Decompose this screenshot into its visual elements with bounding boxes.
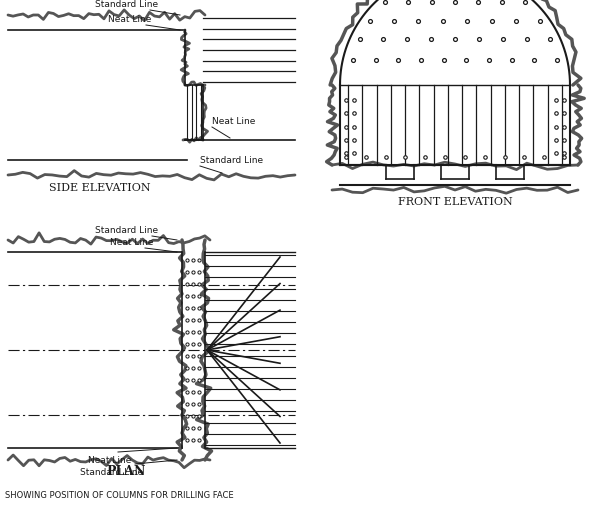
Text: Neat Line: Neat Line [108, 15, 151, 24]
Text: Standard Line: Standard Line [95, 0, 158, 9]
Text: Standard Line: Standard Line [95, 226, 158, 235]
Text: SIDE ELEVATION: SIDE ELEVATION [49, 183, 151, 193]
Text: Standard Line: Standard Line [200, 156, 263, 165]
Text: Standard Line: Standard Line [80, 468, 143, 477]
Text: Neat Line: Neat Line [212, 117, 256, 126]
Text: Neat Line: Neat Line [110, 238, 154, 247]
Text: PLAN: PLAN [107, 465, 146, 478]
Text: FRONT ELEVATION: FRONT ELEVATION [398, 197, 512, 207]
Text: SHOWING POSITION OF COLUMNS FOR DRILLING FACE: SHOWING POSITION OF COLUMNS FOR DRILLING… [5, 491, 233, 500]
Text: Neat Line: Neat Line [88, 456, 131, 465]
